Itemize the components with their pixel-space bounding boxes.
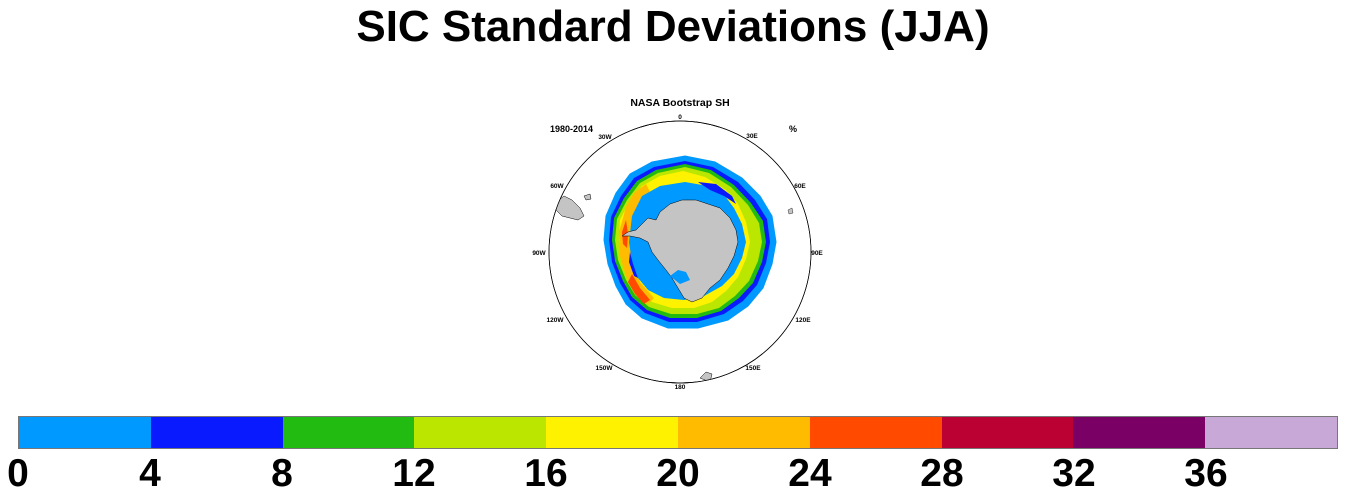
colorbar-box-5	[677, 417, 810, 448]
colorbar-label-6: 24	[788, 452, 832, 495]
map-panel: NASA Bootstrap SH 1980-2014 % 0 30E 60E …	[520, 92, 840, 392]
lon-label-0: 0	[678, 114, 682, 121]
lon-label-60w: 60W	[550, 183, 564, 190]
lon-label-90w: 90W	[532, 250, 546, 257]
panel-right-string: %	[789, 124, 797, 134]
colorbar-labels: 0 4 8 12 16 20 24 28 32 36	[0, 452, 1346, 496]
lon-label-30w: 30W	[598, 134, 612, 141]
colorbar-label-4: 16	[524, 452, 568, 495]
lon-label-60e: 60E	[794, 183, 806, 190]
lon-label-120e: 120E	[795, 317, 811, 324]
sic-darkblue-patch-west	[629, 252, 638, 278]
map-frame	[548, 120, 812, 384]
map-layers	[553, 155, 794, 383]
colorbar	[18, 416, 1338, 449]
colorbar-box-2	[282, 417, 415, 448]
ross-sea	[670, 270, 690, 284]
colorbar-box-1	[150, 417, 283, 448]
colorbar-box-6	[809, 417, 942, 448]
sic-band-orange	[619, 184, 654, 304]
polar-map: NASA Bootstrap SH 1980-2014 % 0 30E 60E …	[532, 97, 823, 391]
colorbar-box-8	[1073, 417, 1206, 448]
colorbar-label-7: 28	[920, 452, 964, 495]
kerguelen-island	[787, 207, 794, 215]
lon-label-120w: 120W	[547, 317, 565, 324]
colorbar-label-1: 4	[139, 452, 161, 495]
falklands	[583, 193, 592, 201]
colorbar-label-5: 20	[656, 452, 700, 495]
lon-label-180: 180	[675, 384, 686, 391]
panel-title: NASA Bootstrap SH	[630, 97, 729, 109]
panel-left-string: 1980-2014	[550, 124, 593, 134]
lon-label-90e: 90E	[811, 250, 823, 257]
south-america-tip	[553, 195, 585, 221]
sic-band-red	[622, 220, 650, 304]
lon-label-150w: 150W	[596, 365, 614, 372]
colorbar-label-3: 12	[392, 452, 436, 495]
sic-darkblue-patch-east	[698, 182, 736, 204]
colorbar-box-4	[546, 417, 678, 448]
colorbar-label-2: 8	[271, 452, 293, 495]
main-title: SIC Standard Deviations (JJA)	[356, 2, 990, 51]
colorbar-box-9	[1205, 417, 1337, 448]
lon-label-30e: 30E	[746, 133, 758, 140]
colorbar-label-9: 36	[1184, 452, 1228, 495]
colorbar-box-3	[414, 417, 547, 448]
colorbar-label-8: 32	[1052, 452, 1096, 495]
colorbar-box-7	[941, 417, 1074, 448]
lon-label-150e: 150E	[745, 365, 761, 372]
antarctica-landmass	[621, 199, 739, 303]
colorbar-label-0: 0	[7, 452, 29, 495]
colorbar-box-0	[19, 417, 151, 448]
